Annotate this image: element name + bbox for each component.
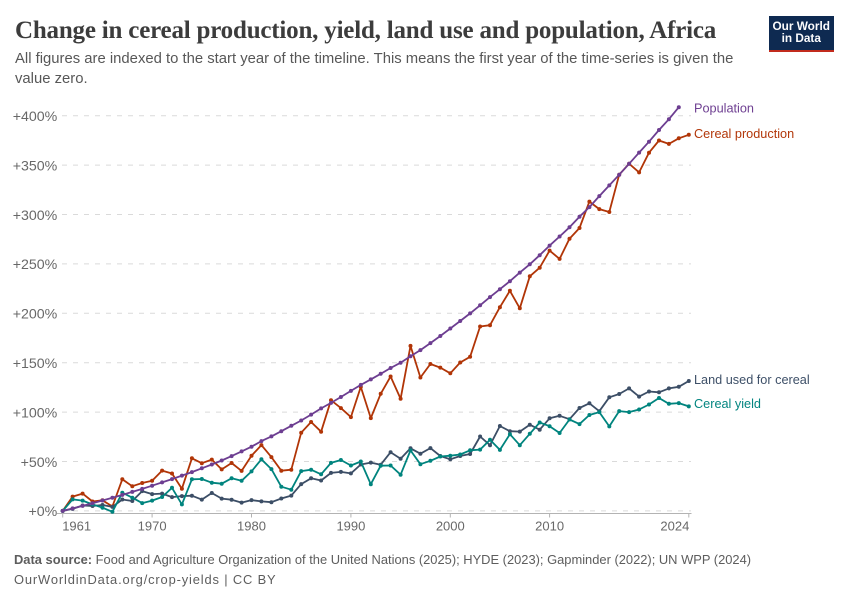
svg-text:+300%: +300% xyxy=(13,208,58,224)
svg-text:+200%: +200% xyxy=(13,307,58,323)
svg-text:1990: 1990 xyxy=(336,519,365,534)
svg-text:1980: 1980 xyxy=(237,519,266,534)
svg-text:+400%: +400% xyxy=(13,109,58,125)
svg-text:+0%: +0% xyxy=(29,504,58,520)
svg-text:Population: Population xyxy=(694,102,754,116)
svg-text:Land used for cereal: Land used for cereal xyxy=(694,373,810,387)
svg-text:2024: 2024 xyxy=(660,519,689,534)
svg-text:Cereal production: Cereal production xyxy=(694,127,794,141)
svg-text:+50%: +50% xyxy=(21,455,58,471)
svg-text:Cereal yield: Cereal yield xyxy=(694,397,761,411)
svg-text:+250%: +250% xyxy=(13,257,58,273)
svg-text:1961: 1961 xyxy=(62,519,91,534)
svg-text:+350%: +350% xyxy=(13,158,58,174)
svg-text:2000: 2000 xyxy=(436,519,465,534)
svg-text:+150%: +150% xyxy=(13,356,58,372)
svg-text:2010: 2010 xyxy=(535,519,564,534)
svg-text:+100%: +100% xyxy=(13,405,58,421)
svg-text:1970: 1970 xyxy=(138,519,167,534)
